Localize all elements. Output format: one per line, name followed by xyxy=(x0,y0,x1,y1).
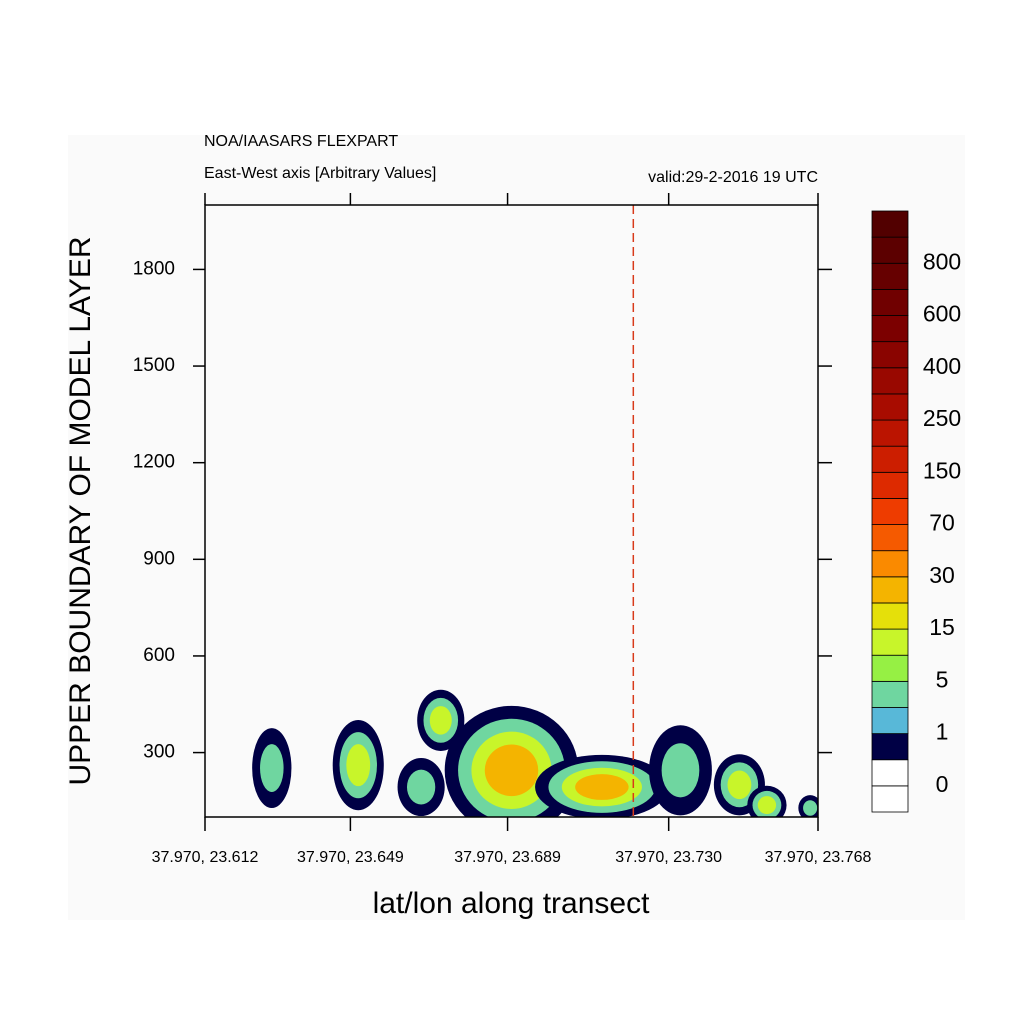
y-tick-label: 1800 xyxy=(133,258,175,279)
colorbar-box xyxy=(871,576,909,604)
colorbar-box xyxy=(871,262,909,290)
colorbar-label: 600 xyxy=(923,301,961,327)
x-tick-label: 37.970, 23.612 xyxy=(152,849,259,866)
x-tick-label: 37.970, 23.768 xyxy=(765,849,872,866)
y-tick-label: 1200 xyxy=(133,452,175,473)
colorbar-box xyxy=(871,393,909,421)
colorbar-box xyxy=(871,445,909,473)
chart-subtitle: East-West axis [Arbitrary Values] xyxy=(204,165,436,182)
colorbar-box xyxy=(871,315,909,343)
y-tick-label: 600 xyxy=(143,645,175,666)
colorbar-box xyxy=(871,498,909,525)
contour-region xyxy=(727,770,752,800)
valid-time: valid:29-2-2016 19 UTC xyxy=(648,169,818,186)
colorbar-label: 800 xyxy=(923,248,961,274)
colorbar-box xyxy=(871,602,909,630)
colorbar-label: 400 xyxy=(923,353,961,379)
colorbar-box xyxy=(871,628,909,656)
colorbar-box xyxy=(871,785,909,813)
chart-title: NOA/IAASARS FLEXPART xyxy=(204,133,398,150)
contour-region xyxy=(429,706,452,735)
contour-region xyxy=(406,769,436,805)
contour-region xyxy=(803,800,818,816)
colorbar-box xyxy=(871,680,909,708)
colorbar-box xyxy=(871,288,909,316)
contour-region xyxy=(661,743,700,798)
contour-region xyxy=(346,744,371,787)
colorbar-box xyxy=(871,471,909,499)
colorbar-box xyxy=(871,524,909,552)
colorbar-box xyxy=(871,654,909,682)
colorbar-label: 70 xyxy=(929,510,955,536)
y-tick-label: 900 xyxy=(143,548,175,569)
colorbar-box xyxy=(871,236,909,264)
colorbar-label: 5 xyxy=(936,666,949,692)
colorbar-box xyxy=(871,759,909,787)
plot-area xyxy=(252,205,818,817)
colorbar-label: 30 xyxy=(929,562,955,588)
contour-region xyxy=(757,796,777,815)
x-tick-label: 37.970, 23.689 xyxy=(454,849,561,866)
x-tick-label: 37.970, 23.649 xyxy=(297,849,404,866)
contour-region xyxy=(575,774,629,800)
x-axis-label: lat/lon along transect xyxy=(373,887,651,920)
colorbar-label: 250 xyxy=(923,405,961,431)
contour-region xyxy=(484,744,539,797)
colorbar-box xyxy=(871,707,909,735)
colorbar-box xyxy=(871,550,909,578)
colorbar-box xyxy=(871,733,909,761)
colorbar-label: 150 xyxy=(923,457,961,483)
y-axis-label: UPPER BOUNDARY OF MODEL LAYER xyxy=(64,236,97,785)
colorbar-box xyxy=(871,367,909,395)
colorbar-label: 1 xyxy=(936,719,949,745)
x-tick-label: 37.970, 23.730 xyxy=(615,849,722,866)
plot-frame xyxy=(204,204,819,818)
colorbar-box xyxy=(871,210,909,238)
y-tick-label: 300 xyxy=(143,742,175,763)
y-tick-label: 1500 xyxy=(133,355,175,376)
colorbar-box xyxy=(871,419,909,447)
colorbar-label: 15 xyxy=(929,614,955,640)
colorbar-label: 0 xyxy=(936,771,949,797)
colorbar-box xyxy=(871,341,909,369)
contour-region xyxy=(260,744,284,793)
